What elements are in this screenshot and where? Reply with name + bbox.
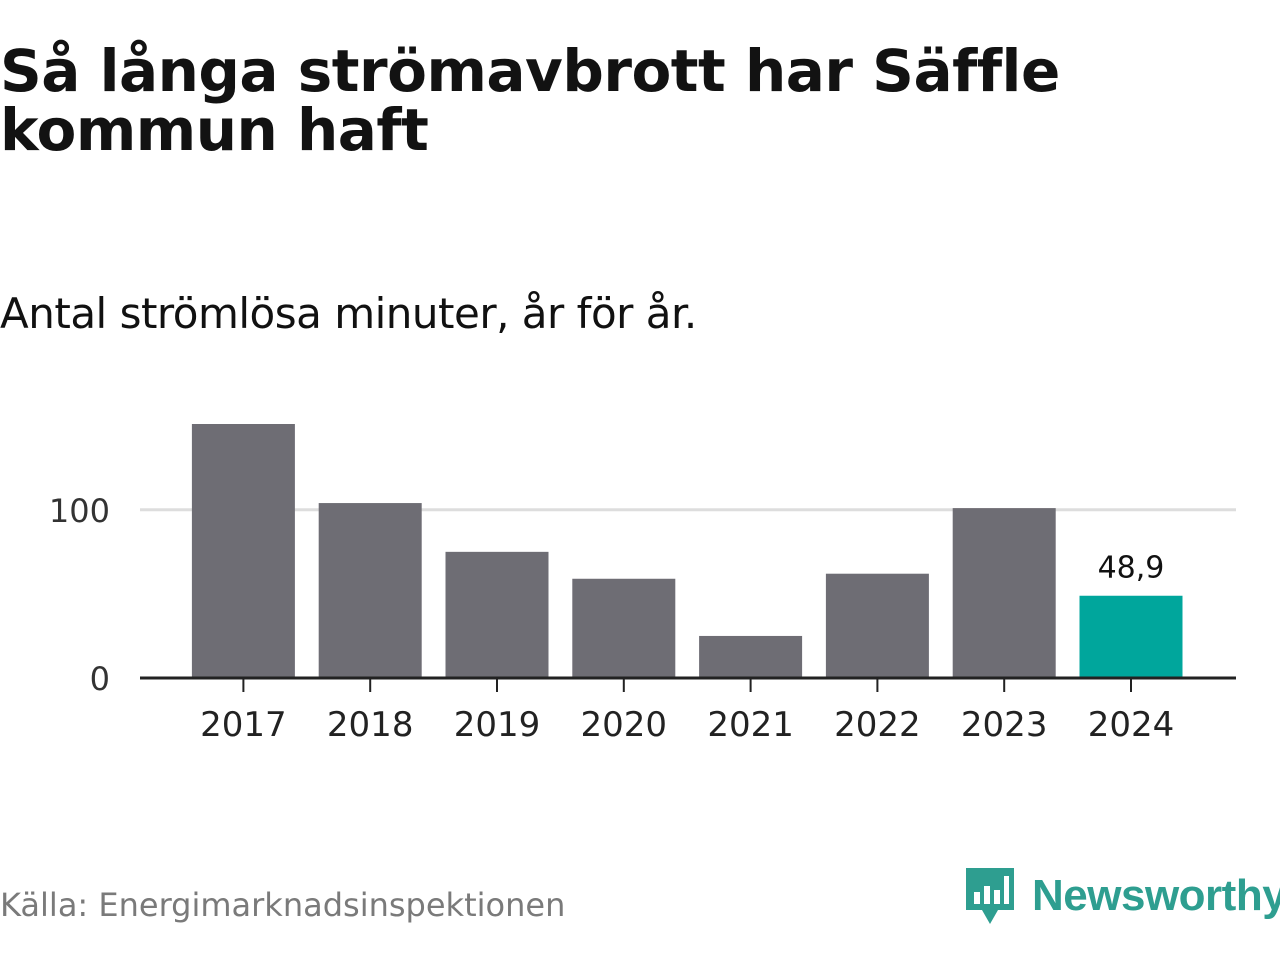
bar-2021 bbox=[699, 635, 803, 678]
brand-logo-group: Newsworthy bbox=[964, 864, 1280, 928]
bar-2017 bbox=[191, 424, 295, 678]
newsworthy-logo-icon bbox=[966, 868, 1014, 924]
bar-2022 bbox=[825, 573, 929, 678]
source-note: Källa: Energimarknadsinspektionen bbox=[0, 886, 566, 924]
x-tick-label: 2024 bbox=[1088, 705, 1175, 745]
bar-2020 bbox=[572, 578, 676, 678]
bar-2018 bbox=[318, 503, 422, 678]
data-label-2024: 48,9 bbox=[1098, 551, 1165, 586]
x-tick-label: 2022 bbox=[834, 705, 921, 745]
x-tick-label: 2019 bbox=[454, 705, 541, 745]
x-tick-label: 2018 bbox=[327, 705, 414, 745]
x-tick-label: 2023 bbox=[961, 705, 1048, 745]
chart-title: Så långa strömavbrott har Säffle kommun … bbox=[0, 37, 1060, 165]
bar-chart: 0 100 2017 2018 2019 2020 2021 2022 2023 2024 48,9 bbox=[49, 424, 1236, 745]
x-tick-label: 2021 bbox=[707, 705, 794, 745]
bar-2023 bbox=[952, 508, 1056, 678]
brand-name: Newsworthy bbox=[1032, 871, 1280, 920]
y-tick-label: 100 bbox=[49, 492, 110, 530]
chart-subtitle: Antal strömlösa minuter, år för år. bbox=[0, 289, 697, 338]
x-tick-label: 2020 bbox=[581, 705, 668, 745]
bar-2024 bbox=[1079, 595, 1183, 678]
x-tick-label: 2017 bbox=[200, 705, 287, 745]
bar-2019 bbox=[445, 551, 549, 678]
y-tick-label: 0 bbox=[90, 660, 110, 698]
